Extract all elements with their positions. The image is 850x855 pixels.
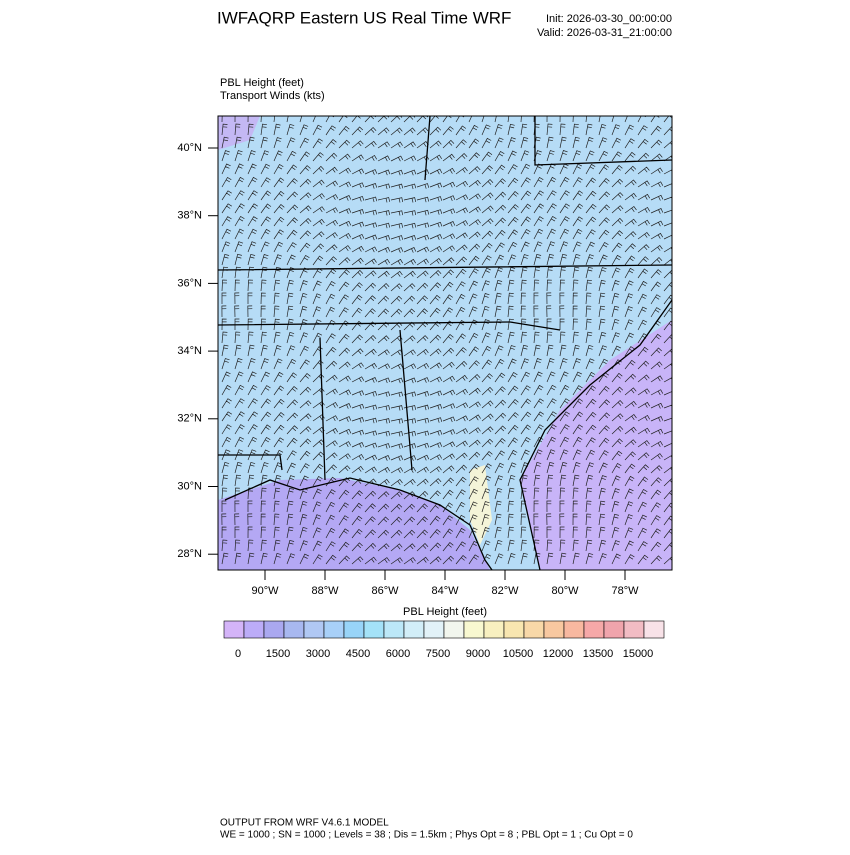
lon-label: 90°W xyxy=(251,585,279,597)
lon-label: 82°W xyxy=(491,585,519,597)
colorbar-label: 9000 xyxy=(466,648,490,660)
colorbar-label: 12000 xyxy=(543,648,574,660)
colorbar: 0 1500 3000 4500 6000 7500 9000 10500 12000 13500… xyxy=(223,620,665,660)
lat-label: 30°N xyxy=(177,480,202,492)
colorbar-box xyxy=(503,620,525,639)
lon-label: 88°W xyxy=(311,585,339,597)
colorbar-label: 10500 xyxy=(503,648,534,660)
colorbar-box xyxy=(483,620,505,639)
colorbar-box xyxy=(423,620,445,639)
init-time: Init: 2026-03-30_00:00:00 xyxy=(546,13,672,25)
colorbar-label: 1500 xyxy=(266,648,290,660)
lat-label: 28°N xyxy=(177,548,202,560)
colorbar-label: 7500 xyxy=(426,648,450,660)
title: IWFAQRP Eastern US Real Time WRF xyxy=(217,8,511,27)
lat-label: 40°N xyxy=(177,142,202,154)
colorbar-label: 6000 xyxy=(386,648,410,660)
warm-region xyxy=(470,465,492,545)
map-axes: 40°N 38°N 36°N 34°N 32°N 30°N 28°N 90°W 88°W 86°W… xyxy=(177,142,639,597)
boundaries xyxy=(218,116,672,570)
lon-label: 80°W xyxy=(551,585,579,597)
lat-label: 32°N xyxy=(177,413,202,425)
footer-line: OUTPUT FROM WRF V4.6.1 MODEL xyxy=(220,818,389,829)
colorbar-label: 4500 xyxy=(346,648,370,660)
lon-label: 84°W xyxy=(431,585,459,597)
colorbar-label: 13500 xyxy=(583,648,614,660)
lon-label: 86°W xyxy=(371,585,399,597)
colorbar-box xyxy=(643,620,665,639)
footer-line: WE = 1000 ; SN = 1000 ; Levels = 38 ; Di… xyxy=(220,830,633,841)
atlantic-region xyxy=(520,320,672,570)
colorbar-box xyxy=(363,620,385,639)
field-label: Transport Winds (kts) xyxy=(220,90,325,102)
barb-set xyxy=(221,116,672,565)
colorbar-box xyxy=(303,620,325,639)
colorbar-label: 3000 xyxy=(306,648,330,660)
colorbar-box xyxy=(543,620,565,639)
colorbar-box xyxy=(343,620,365,639)
colorbar-box xyxy=(603,620,625,639)
colorbar-box xyxy=(583,620,605,639)
colorbar-box xyxy=(243,620,265,639)
colorbar-box xyxy=(463,620,485,639)
lat-label: 34°N xyxy=(177,345,202,357)
colorbar-box xyxy=(383,620,405,639)
colorbar-label: 15000 xyxy=(623,648,654,660)
colorbar-title: PBL Height (feet) xyxy=(403,606,487,618)
colorbar-box xyxy=(323,620,345,639)
cool-region xyxy=(218,116,260,150)
colorbar-box xyxy=(263,620,285,639)
field-label: PBL Height (feet) xyxy=(220,77,304,89)
colorbar-box xyxy=(623,620,645,639)
colorbar-label: 0 xyxy=(235,648,241,660)
map-area xyxy=(218,116,672,570)
valid-time: Valid: 2026-03-31_21:00:00 xyxy=(537,27,672,39)
colorbar-box xyxy=(283,620,305,639)
colorbar-box xyxy=(443,620,465,639)
lat-label: 38°N xyxy=(177,210,202,222)
lon-label: 78°W xyxy=(611,585,639,597)
colorbar-box xyxy=(563,620,585,639)
lat-label: 36°N xyxy=(177,277,202,289)
gulf-region xyxy=(218,478,490,570)
colorbar-box xyxy=(223,620,245,639)
colorbar-box xyxy=(403,620,425,639)
colorbar-box xyxy=(523,620,545,639)
wind-barbs xyxy=(221,116,672,565)
